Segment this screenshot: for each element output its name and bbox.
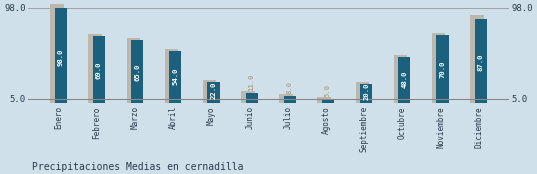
Bar xyxy=(50,4,64,103)
Bar xyxy=(317,97,331,103)
Bar xyxy=(131,40,143,103)
Text: 22.0: 22.0 xyxy=(211,82,216,99)
Bar xyxy=(432,33,445,103)
Bar xyxy=(394,55,407,103)
Bar xyxy=(207,82,220,103)
Bar xyxy=(470,15,483,103)
Bar xyxy=(203,80,216,103)
Bar xyxy=(355,82,369,103)
Text: 69.0: 69.0 xyxy=(96,61,102,79)
Bar xyxy=(279,94,293,103)
Bar xyxy=(475,19,487,103)
Text: 8.0: 8.0 xyxy=(287,81,293,94)
Text: 70.0: 70.0 xyxy=(439,61,446,78)
Bar xyxy=(241,91,255,103)
Text: 5.0: 5.0 xyxy=(325,84,331,97)
Bar xyxy=(322,98,334,103)
Text: 20.0: 20.0 xyxy=(363,83,369,100)
Bar xyxy=(398,57,410,103)
Bar xyxy=(93,36,105,103)
Bar xyxy=(437,35,448,103)
Text: 11.0: 11.0 xyxy=(249,74,255,91)
Text: 98.0: 98.0 xyxy=(58,49,64,66)
Text: Precipitaciones Medias en cernadilla: Precipitaciones Medias en cernadilla xyxy=(32,162,244,172)
Text: 65.0: 65.0 xyxy=(134,63,140,81)
Bar xyxy=(245,93,258,103)
Bar xyxy=(360,84,372,103)
Text: 87.0: 87.0 xyxy=(477,53,484,71)
Bar xyxy=(284,96,296,103)
Bar xyxy=(165,49,178,103)
Text: 48.0: 48.0 xyxy=(401,70,407,88)
Bar xyxy=(127,38,140,103)
Bar xyxy=(169,51,182,103)
Text: 54.0: 54.0 xyxy=(172,68,178,85)
Bar xyxy=(55,8,67,103)
Bar xyxy=(89,34,102,103)
